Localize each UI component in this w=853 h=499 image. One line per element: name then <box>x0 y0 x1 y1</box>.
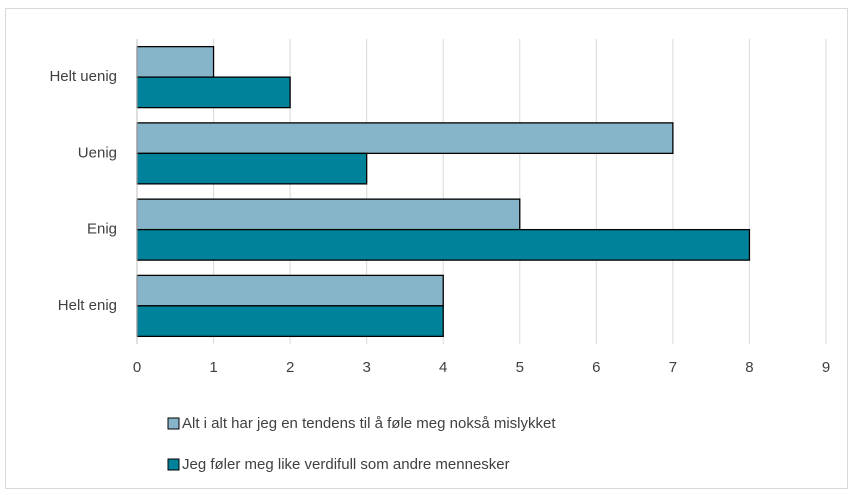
bar <box>136 228 751 261</box>
bar <box>136 305 444 338</box>
bar <box>136 274 444 307</box>
y-tick-label: Enig <box>87 221 117 238</box>
y-tick-label: Helt uenig <box>49 68 117 85</box>
bar <box>136 122 674 155</box>
x-tick-label: 4 <box>439 359 447 376</box>
x-tick-label: 0 <box>133 359 141 376</box>
x-tick-label: 2 <box>286 359 294 376</box>
x-tick-label: 8 <box>745 359 753 376</box>
legend-label: Alt i alt har jeg en tendens til å føle … <box>182 415 556 432</box>
x-tick-label: 6 <box>592 359 600 376</box>
bar <box>136 152 368 185</box>
legend-swatch <box>167 458 180 471</box>
x-tick-label: 9 <box>822 359 830 376</box>
x-tick-label: 7 <box>669 359 677 376</box>
legend-label: Jeg føler meg like verdifull som andre m… <box>182 456 510 473</box>
legend-swatch <box>167 417 180 430</box>
y-tick-label: Uenig <box>78 144 117 161</box>
x-tick-label: 5 <box>516 359 524 376</box>
x-tick-label: 1 <box>209 359 217 376</box>
bar <box>136 76 291 109</box>
y-tick-label: Helt enig <box>58 297 117 314</box>
bar <box>136 45 215 78</box>
bar <box>136 198 521 231</box>
x-tick-label: 3 <box>362 359 370 376</box>
